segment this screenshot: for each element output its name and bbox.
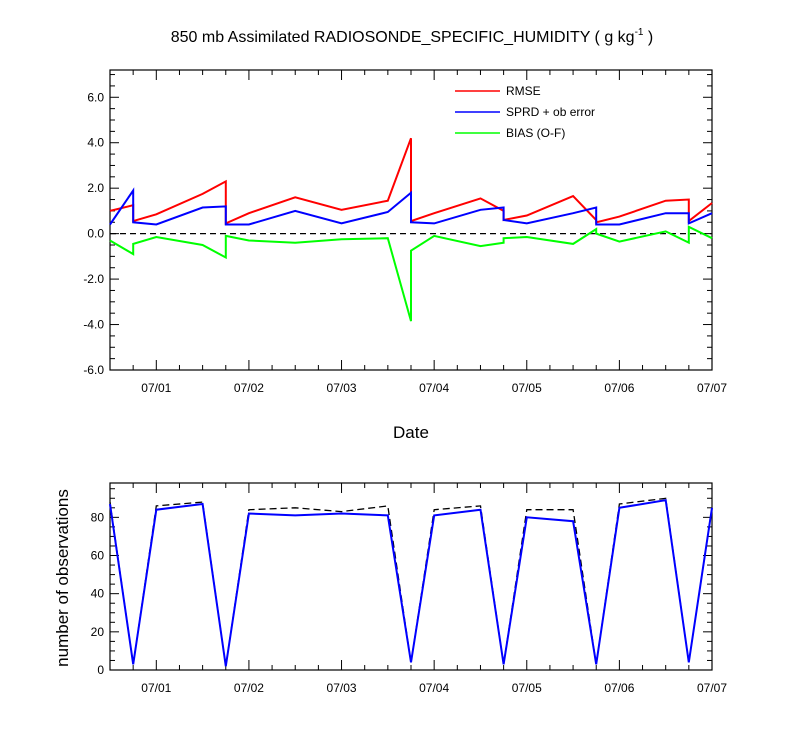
x-tick-label: 07/04: [419, 681, 449, 695]
y-tick-label: 4.0: [87, 136, 104, 150]
x-axis-label: Date: [393, 423, 429, 442]
series-line-bias-o-f: [109, 225, 713, 322]
legend: RMSE SPRD + ob error BIAS (O-F): [455, 84, 595, 140]
x-tick-label: 07/04: [419, 381, 449, 395]
y-tick-label: -6.0: [83, 363, 104, 377]
x-tick-label: 07/05: [512, 381, 542, 395]
x-tick-label: 07/01: [141, 681, 171, 695]
x-tick-label: 07/01: [141, 381, 171, 395]
x-tick-label: 07/07: [697, 681, 727, 695]
legend-entry-bias: BIAS (O-F): [506, 126, 565, 140]
legend-entry-rmse: RMSE: [506, 84, 541, 98]
x-tick-label: 07/02: [234, 681, 264, 695]
y-tick-label: 2.0: [87, 181, 104, 195]
lower-plot-frame: [109, 482, 713, 671]
chart-title: 850 mb Assimilated RADIOSONDE_SPECIFIC_H…: [171, 27, 654, 46]
legend-entry-sprd: SPRD + ob error: [506, 105, 595, 119]
x-tick-label: 07/06: [604, 381, 634, 395]
y-tick-label: 60: [91, 549, 105, 563]
x-tick-label: 07/03: [327, 681, 357, 695]
y-tick-label: -2.0: [83, 272, 104, 286]
upper-panel: 07/01 07/02 07/03 07/04 07/05 07/06 07/07 -6.0…: [83, 69, 727, 442]
series-line-observations-used: [109, 499, 713, 667]
y-tick-label: 0.0: [87, 227, 104, 241]
x-tick-label: 07/03: [327, 381, 357, 395]
y-tick-label: 20: [91, 625, 105, 639]
x-tick-label: 07/02: [234, 381, 264, 395]
y-tick-label: -4.0: [83, 318, 104, 332]
x-tick-label: 07/05: [512, 681, 542, 695]
series-line-rmse: [109, 137, 713, 225]
x-tick-label: 07/07: [697, 381, 727, 395]
y-tick-label: 40: [91, 587, 105, 601]
y-tick-label: 6.0: [87, 90, 104, 104]
series-line-observations-possible: [109, 497, 713, 667]
y-tick-label: 0: [97, 663, 104, 677]
y-tick-label: 80: [91, 510, 105, 524]
series-line-sprd-ob-error: [109, 187, 713, 226]
x-tick-label: 07/06: [604, 681, 634, 695]
lower-panel: 07/01 07/02 07/03 07/04 07/05 07/06 07/07 0 20 4…: [53, 482, 727, 695]
y-axis-label-observations: number of observations: [53, 489, 72, 667]
